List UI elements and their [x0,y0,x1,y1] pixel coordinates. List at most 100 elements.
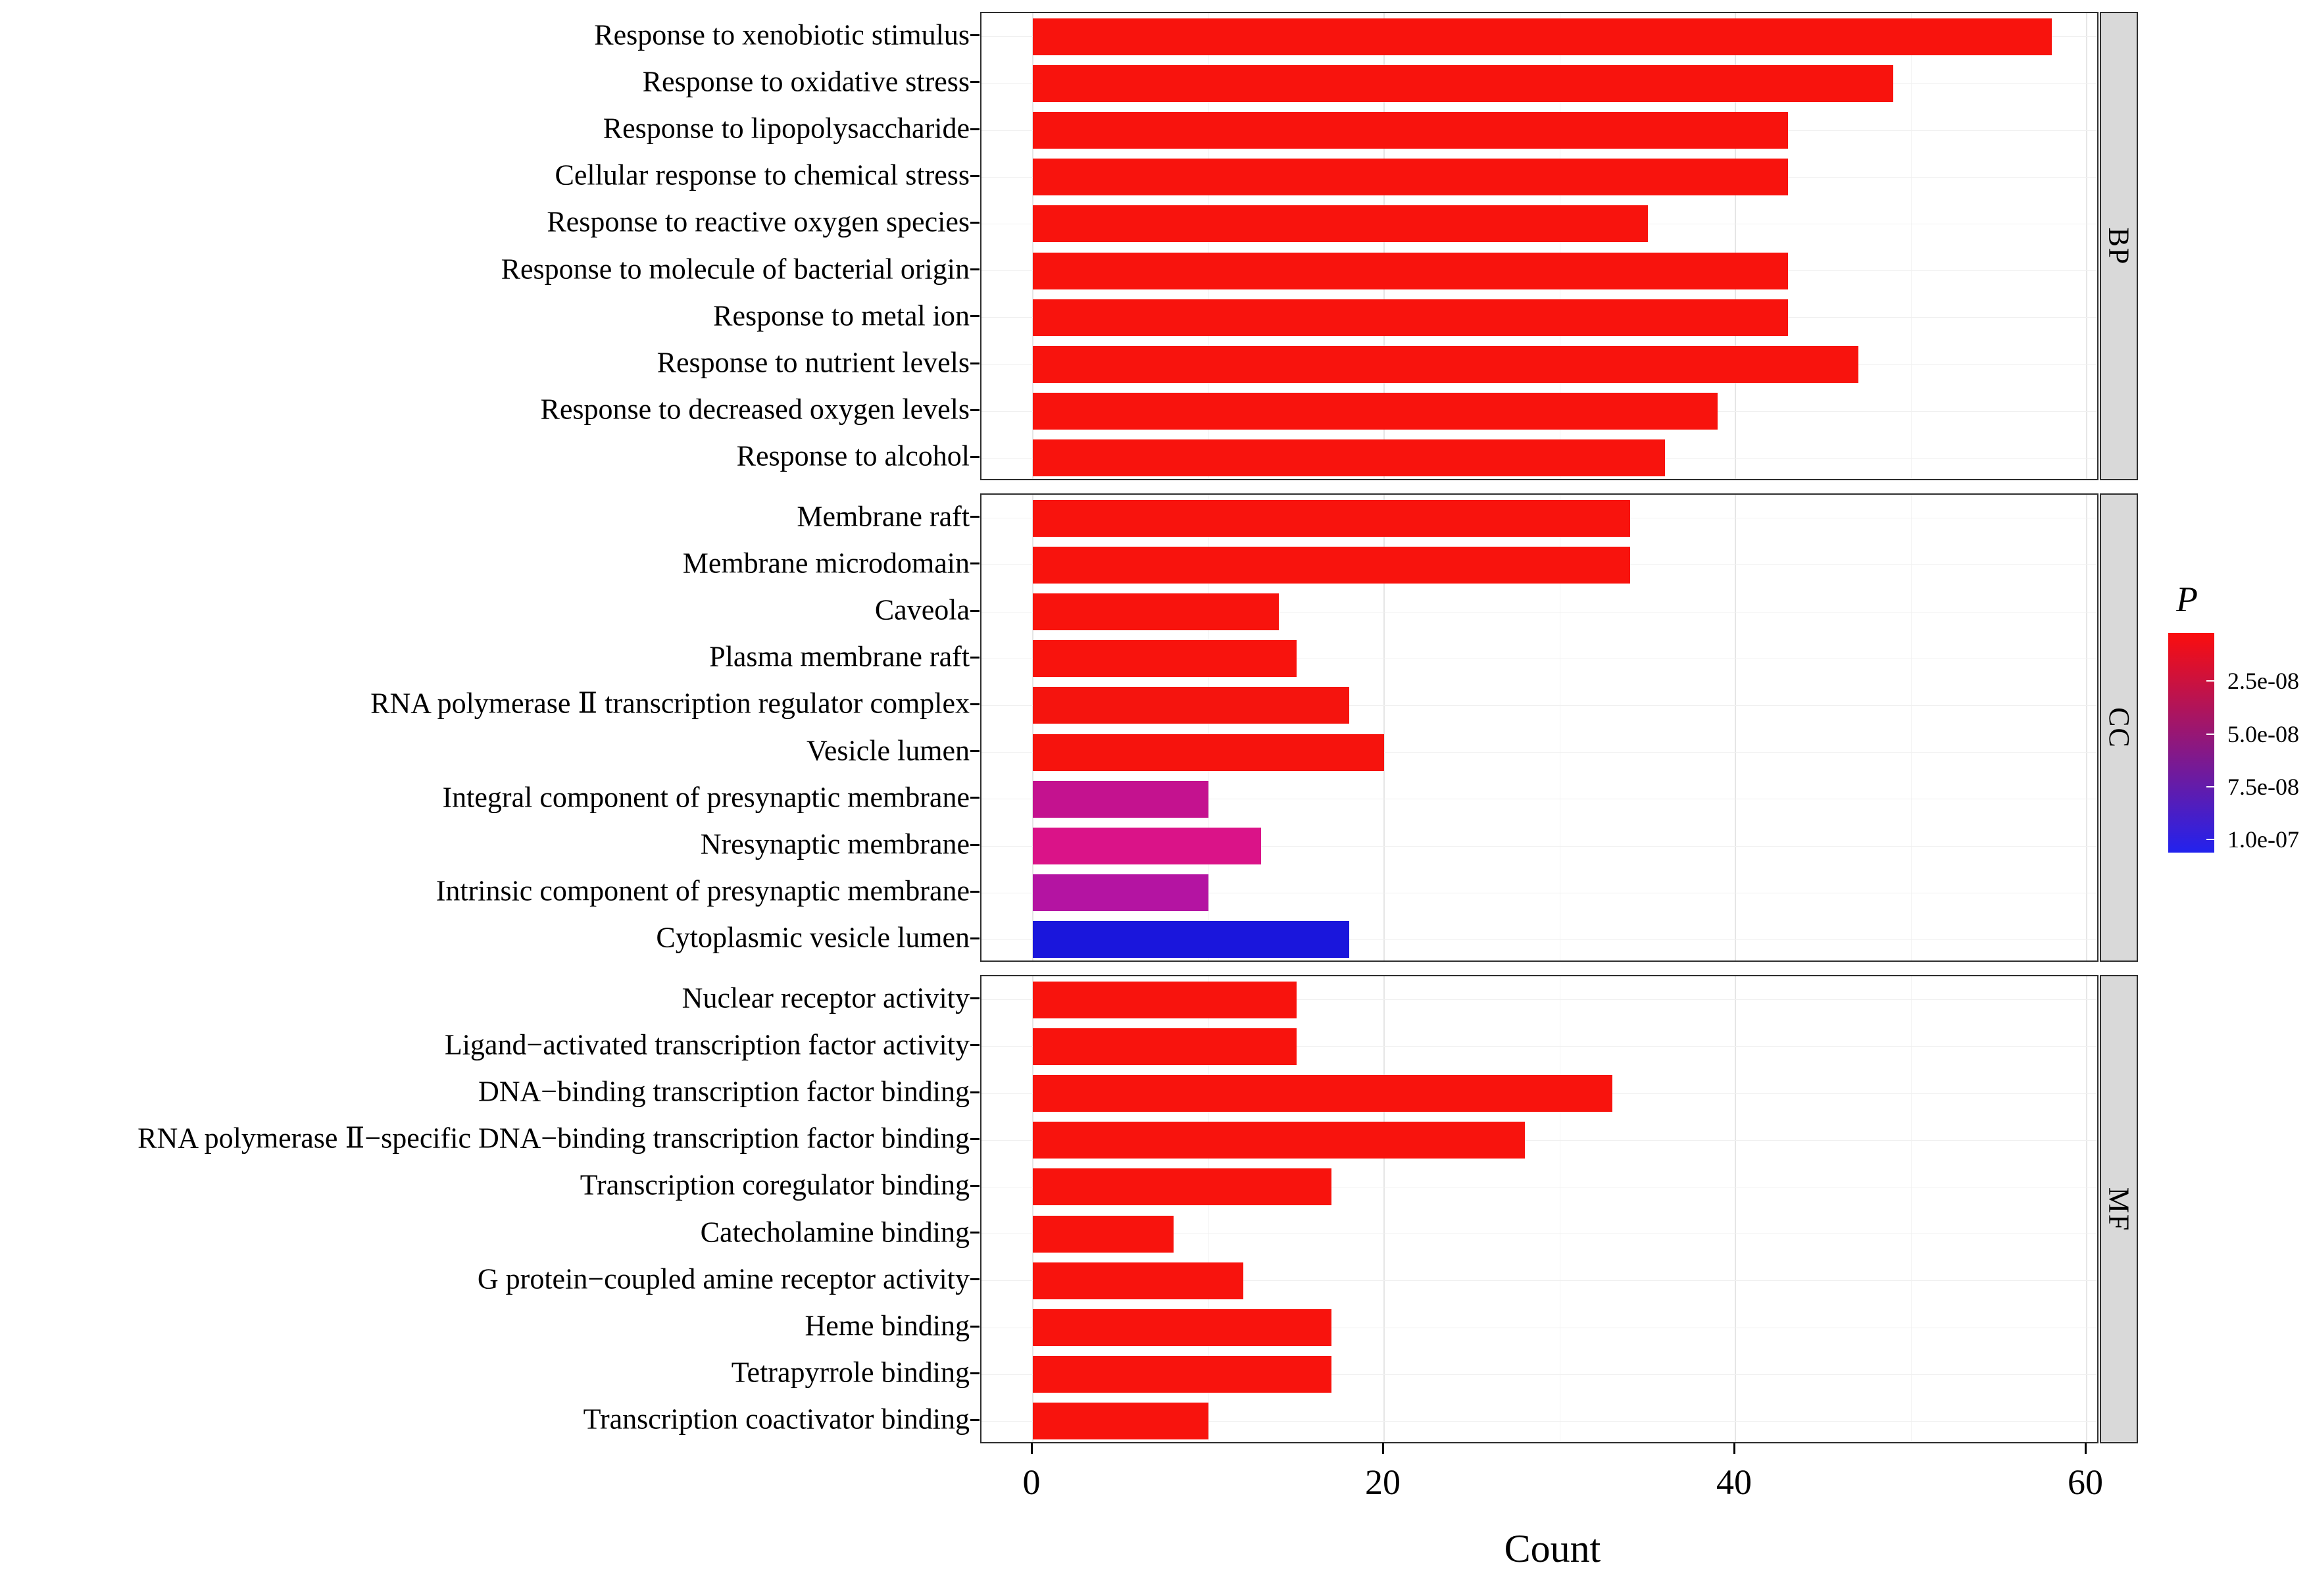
bar-mf-10 [1033,1403,1208,1440]
legend-tick-label: 2.5e-08 [2227,668,2299,695]
bar-mf-6 [1033,1215,1174,1253]
y-axis-tick [970,1278,980,1281]
gridline-minor [1910,976,1912,1442]
bar-bp-4 [1033,159,1789,196]
facet-strip-mf: MF [2100,975,2138,1443]
y-axis-tick [970,128,980,130]
category-label: Plasma membrane raft [709,640,970,673]
bar-cc-5 [1033,687,1349,724]
bar-cc-6 [1033,734,1384,771]
bar-bp-3 [1033,112,1789,149]
category-label: Response to metal ion [713,299,970,332]
x-axis-tick [2084,1443,2087,1454]
category-label: Nresynaptic membrane [700,828,970,860]
bar-bp-2 [1033,64,1894,102]
panel-cc [980,493,2098,962]
category-label: Response to decreased oxygen levels [540,393,970,426]
gridline-horizontal [981,1046,2097,1047]
bar-mf-8 [1033,1309,1331,1346]
gridline-horizontal [981,752,2097,753]
category-label: DNA−binding transcription factor binding [478,1075,970,1108]
y-axis-tick [970,843,980,846]
y-axis-tick [970,315,980,318]
facet-strip-label: MF [2102,1187,2135,1232]
facet-strip-label: CC [2102,707,2135,749]
legend-tick-mark [2206,680,2214,682]
gridline-major [1383,13,1385,479]
x-axis-tick [1030,1443,1033,1454]
y-axis-tick [970,516,980,518]
bar-cc-8 [1033,828,1262,864]
x-axis-tick-label: 20 [1365,1462,1401,1502]
y-axis-tick [970,1137,980,1140]
gridline-minor [1208,13,1209,479]
x-axis-tick [1381,1443,1384,1454]
gridline-horizontal [981,705,2097,706]
category-label: Membrane microdomain [682,547,970,580]
bar-bp-8 [1033,346,1858,383]
category-label: Cytoplasmic vesicle lumen [656,921,970,954]
category-label: Ligand−activated transcription factor ac… [444,1028,970,1061]
legend-title: P [2176,580,2198,619]
y-axis-tick [970,1091,980,1093]
facet-strip-bp: BP [2100,12,2138,480]
category-label: Nuclear receptor activity [682,982,970,1014]
y-axis-tick [970,174,980,177]
panel-bp [980,12,2098,480]
y-axis-tick [970,362,980,364]
category-label: Response to reactive oxygen species [547,205,970,238]
y-axis-tick [970,703,980,705]
bar-cc-2 [1033,546,1630,584]
x-axis-tick [1733,1443,1735,1454]
gridline-horizontal [981,939,2097,940]
legend-tick-mark [2206,733,2214,735]
category-label: Vesicle lumen [806,734,970,767]
legend-tick-label: 1.0e-07 [2227,826,2299,853]
gridline-horizontal [981,999,2097,1001]
y-axis-tick [970,455,980,458]
gridline-major [1383,495,1385,960]
bar-bp-6 [1033,252,1789,289]
y-axis-tick [970,562,980,565]
bar-bp-10 [1033,439,1666,477]
y-axis-tick [970,1372,980,1374]
bar-cc-9 [1033,874,1208,912]
y-axis-tick [970,890,980,893]
legend-tick-label: 7.5e-08 [2227,773,2299,800]
category-label: Caveola [874,593,970,626]
y-axis-tick [970,34,980,37]
gridline-major [1735,495,1736,960]
bar-cc-1 [1033,499,1630,537]
category-label: Tetrapyrrole binding [731,1356,970,1389]
gridline-major [2086,13,2087,479]
gridline-major [1032,976,1033,1442]
category-label: Transcription coactivator binding [583,1403,970,1435]
category-label: Membrane raft [797,500,970,533]
gridline-horizontal [981,1280,2097,1282]
facet-strip-label: BP [2102,227,2135,265]
bar-bp-7 [1033,299,1789,336]
category-label: G protein−coupled amine receptor activit… [477,1262,970,1295]
x-axis-tick-label: 60 [2068,1462,2103,1502]
y-axis-tick [970,750,980,753]
gridline-major [1735,13,1736,479]
bar-cc-3 [1033,593,1279,630]
category-label: Intrinsic component of presynaptic membr… [435,874,970,907]
y-axis-tick [970,1418,980,1421]
bar-cc-7 [1033,780,1208,818]
gridline-horizontal [981,1139,2097,1141]
gridline-horizontal [981,1420,2097,1422]
y-axis-tick [970,609,980,612]
y-axis-tick [970,656,980,659]
bar-mf-4 [1033,1122,1525,1159]
y-axis-tick [970,1044,980,1047]
category-label: Response to alcohol [736,439,970,472]
gridline-major [1032,495,1033,960]
x-axis-tick-label: 40 [1716,1462,1752,1502]
panel-mf [980,975,2098,1443]
category-label: Response to lipopolysaccharide [603,112,970,145]
bar-mf-3 [1033,1075,1613,1112]
bar-mf-1 [1033,981,1297,1018]
legend-tick-mark [2206,786,2214,787]
